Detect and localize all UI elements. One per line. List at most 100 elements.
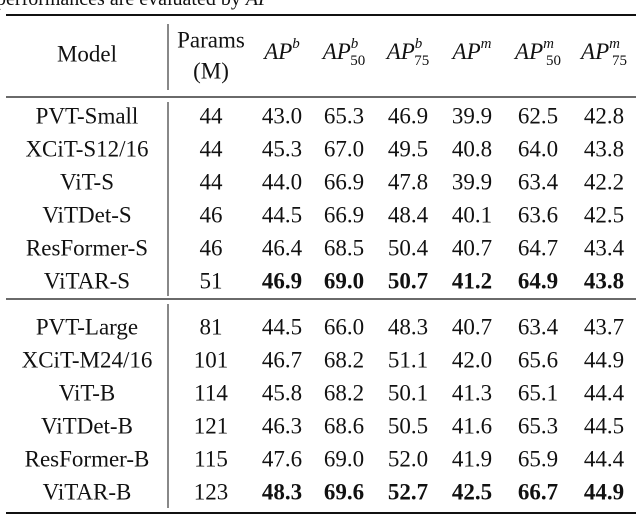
table-cell: 42.2	[584, 169, 624, 194]
table-cell: 46	[200, 202, 223, 227]
model-name: ViTAR-B	[43, 479, 132, 504]
table-cell: 46.9	[262, 268, 302, 293]
math-sub: 75	[414, 53, 429, 69]
model-name: ResFormer-S	[26, 235, 148, 260]
table-cell: 48.3	[388, 314, 428, 339]
table-cell: 66.7	[518, 479, 558, 504]
table-cell: 101	[194, 347, 229, 372]
table-cell: 43.8	[584, 136, 624, 161]
table-cell: 43.8	[584, 268, 624, 293]
table-cell: 114	[194, 380, 228, 405]
table-cell: 42.0	[452, 347, 492, 372]
table-cell: 44.5	[262, 202, 302, 227]
table-cell: 63.6	[518, 202, 558, 227]
model-name: ViTDet-S	[42, 202, 131, 227]
math-sup: b	[351, 36, 359, 52]
table-cell: 69.0	[324, 446, 364, 471]
math-base: AP	[321, 39, 351, 64]
table-cell: 44	[200, 136, 224, 161]
table-cell: 46.3	[262, 413, 302, 438]
header-cell: APb 50	[321, 36, 366, 69]
table-cell: 39.9	[452, 103, 492, 128]
table-cell: 44.4	[584, 380, 625, 405]
math-sup: b	[415, 36, 423, 52]
math-base: AP	[513, 39, 543, 64]
table-cell: 68.6	[324, 413, 364, 438]
table-cell: 46	[200, 235, 223, 260]
table-cell: 68.2	[324, 380, 364, 405]
model-name: PVT-Small	[36, 103, 139, 128]
table-cell: 41.2	[452, 268, 492, 293]
table-cell: 63.4	[518, 169, 559, 194]
header-cell: APm 50	[513, 36, 561, 69]
table-cell: 41.6	[452, 413, 492, 438]
math-sup: m	[543, 36, 554, 52]
table-cell: 42.5	[452, 479, 492, 504]
table-cell: 50.4	[388, 235, 429, 260]
table-cell: 69.0	[324, 268, 364, 293]
table-cell: 41.9	[452, 446, 492, 471]
model-name: ViT-S	[60, 169, 114, 194]
table-cell: 40.7	[452, 235, 492, 260]
table-cell: 51	[200, 268, 223, 293]
table-cell: 40.1	[452, 202, 492, 227]
table-cell: 68.2	[324, 347, 364, 372]
table-cell: 52.7	[388, 479, 428, 504]
table-cell: 44	[200, 169, 224, 194]
table-cell: 62.5	[518, 103, 558, 128]
table-cell: 40.8	[452, 136, 492, 161]
table-cell: 50.1	[388, 380, 428, 405]
table-cell: 47.6	[262, 446, 302, 471]
table-cell: 50.5	[388, 413, 428, 438]
header-cell: Params	[177, 27, 245, 52]
math-base: AP	[262, 39, 292, 64]
table-cell: 44.9	[584, 479, 624, 504]
table-cell: 66.9	[324, 202, 364, 227]
table-cell: 46.7	[262, 347, 302, 372]
math-base: AP	[244, 0, 270, 10]
table-cell: 121	[194, 413, 229, 438]
header-cell: APb 75	[385, 36, 430, 69]
table-cell: 52.0	[388, 446, 428, 471]
table-cell: 115	[194, 446, 228, 471]
table-cell: 39.9	[452, 169, 492, 194]
table-cell: 45.3	[262, 136, 302, 161]
table-cell: 64.9	[518, 268, 558, 293]
table-cell: 48.4	[388, 202, 429, 227]
header-cell: APb	[262, 36, 300, 64]
table-cell: 64.7	[518, 235, 558, 260]
table-cell: 65.1	[518, 380, 558, 405]
table-cell: 69.6	[324, 479, 364, 504]
caption-text: and	[283, 0, 312, 1]
table-cell: 43.0	[262, 103, 302, 128]
table-cell: 65.6	[518, 347, 558, 372]
table-cell: 47.8	[388, 169, 428, 194]
table-cell: 49.5	[388, 136, 428, 161]
table-cell: 44.4	[584, 446, 625, 471]
table-cell: 65.3	[518, 413, 558, 438]
model-name: XCiT-M24/16	[22, 347, 153, 372]
math-base: AP	[579, 39, 609, 64]
table-cell: 44.9	[584, 347, 624, 372]
table-cell: 44	[200, 103, 224, 128]
table-cell: 66.0	[324, 314, 364, 339]
table-cell: 65.9	[518, 446, 558, 471]
math-sub: 75	[612, 53, 627, 69]
table-cell: 43.7	[584, 314, 624, 339]
table-cell: 64.0	[518, 136, 558, 161]
table-cell: 43.4	[584, 235, 625, 260]
model-name: ViT-B	[59, 380, 116, 405]
math-sup: b	[292, 36, 300, 52]
model-name: PVT-Large	[36, 314, 138, 339]
table-cell: 46.4	[262, 235, 303, 260]
table-cell: 66.9	[324, 169, 364, 194]
table-cell: 40.7	[452, 314, 492, 339]
math-sub: 50	[350, 53, 365, 69]
table-cell: 123	[194, 479, 229, 504]
model-name: ViTDet-B	[41, 413, 133, 438]
table-cell: 63.4	[518, 314, 559, 339]
table-cell: 41.3	[452, 380, 492, 405]
table-cell: 44.0	[262, 169, 302, 194]
